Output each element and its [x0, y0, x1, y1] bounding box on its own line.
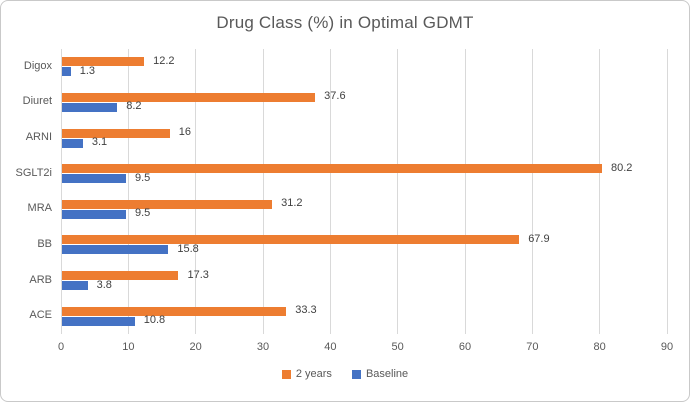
x-tick-label: 30	[256, 341, 270, 353]
bar-2-years	[62, 235, 520, 245]
legend-label-2-years: 2 years	[295, 368, 332, 380]
gridline	[464, 49, 466, 334]
bar-baseline	[62, 102, 118, 112]
category-label: Diuret	[22, 95, 52, 108]
bar-value-label: 8.2	[126, 100, 142, 113]
bar-value-label: 67.9	[528, 232, 550, 245]
chart-title: Drug Class (%) in Optimal GDMT	[216, 13, 474, 32]
bar-value-label: 3.1	[91, 136, 108, 149]
x-tick-label: 0	[57, 341, 65, 353]
bar-value-label: 16	[178, 126, 191, 139]
gridline	[531, 49, 533, 334]
legend-label-baseline: Baseline	[365, 368, 409, 380]
gridline	[60, 49, 62, 334]
legend-item-baseline: Baseline	[351, 368, 409, 380]
bar-value-label: 9.5	[134, 207, 151, 220]
bar-value-label: 17.3	[187, 268, 209, 281]
category-label: ARB	[29, 273, 52, 286]
gridline	[127, 49, 129, 334]
bar-baseline	[62, 316, 135, 326]
category-label: Digox	[23, 59, 52, 72]
gridline	[599, 49, 601, 334]
bar-2-years	[62, 199, 273, 209]
x-tick-label: 90	[660, 341, 674, 353]
bar-baseline	[62, 209, 126, 219]
bar-value-label: 37.6	[324, 90, 346, 103]
legend-item-2-years: 2 years	[281, 368, 332, 380]
x-tick-label: 20	[189, 341, 202, 353]
category-label: ACE	[29, 309, 52, 322]
x-tick-label: 50	[391, 341, 404, 353]
bar-value-label: 33.3	[295, 304, 317, 317]
bar-2-years	[62, 271, 179, 281]
bar-value-label: 10.8	[143, 314, 166, 327]
bar-2-years	[62, 128, 170, 138]
bar-2-years	[62, 92, 316, 102]
bar-value-label: 3.8	[96, 278, 112, 291]
bar-baseline	[62, 67, 71, 77]
x-tick-label: 10	[122, 341, 135, 353]
bar-2-years	[62, 57, 145, 67]
bar-baseline	[62, 138, 83, 148]
bar-value-label: 15.8	[177, 242, 199, 255]
gridline	[329, 49, 331, 334]
x-tick-label: 80	[593, 341, 606, 353]
bar-baseline	[62, 245, 169, 255]
bar-2-years	[62, 306, 287, 316]
bar-value-label: 31.2	[281, 197, 303, 210]
legend: 2 years Baseline	[1, 368, 689, 380]
x-tick-label: 60	[458, 341, 472, 353]
gridline	[397, 49, 399, 334]
category-label: BB	[37, 237, 52, 250]
gridline	[195, 49, 197, 334]
gridline	[666, 49, 668, 334]
bar-value-label: 80.2	[611, 161, 633, 174]
x-tick-label: 40	[324, 341, 337, 353]
legend-swatch-2-years	[281, 369, 291, 379]
gridline	[262, 49, 264, 334]
category-label: ARNI	[25, 131, 52, 144]
x-tick-label: 70	[526, 341, 539, 353]
legend-swatch-baseline	[351, 369, 361, 379]
category-label: MRA	[27, 202, 52, 215]
bar-value-label: 12.2	[153, 54, 175, 67]
bar-2-years	[62, 164, 602, 174]
category-label: SGLT2i	[15, 166, 52, 179]
bar-baseline	[62, 281, 88, 291]
bar-value-label: 9.5	[134, 171, 151, 184]
bar-baseline	[62, 174, 126, 184]
bar-value-label: 1.3	[79, 64, 96, 77]
